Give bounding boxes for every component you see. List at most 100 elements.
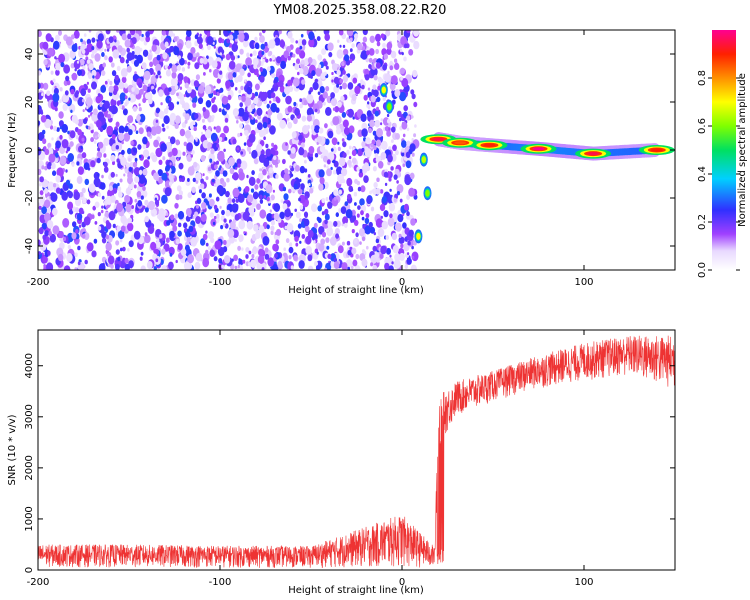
noise-speck [334,106,340,113]
noise-speck [81,98,85,103]
noise-speck [317,135,322,143]
noise-speck [299,103,303,109]
noise-speck [297,71,300,76]
noise-speck [264,247,269,253]
noise-speck [366,196,372,205]
noise-speck [347,73,351,78]
noise-speck [411,152,415,157]
noise-speck [400,36,407,46]
noise-speck [190,237,198,247]
noise-speck [216,91,220,97]
noise-speck [202,233,208,241]
noise-speck [239,132,243,137]
noise-speck [405,160,412,169]
noise-speck [248,151,252,155]
noise-speck [337,101,342,108]
noise-speck [414,124,417,128]
noise-speck [116,202,124,213]
noise-speck [386,247,391,255]
noise-speck [155,119,159,124]
noise-speck [55,62,61,71]
noise-speck [272,243,278,252]
noise-speck [52,225,60,235]
noise-speck [171,71,177,79]
noise-speck [326,226,334,237]
noise-speck [240,85,244,91]
noise-speck [232,138,237,145]
noise-speck [215,170,220,177]
noise-speck [364,148,372,158]
noise-speck [133,167,141,176]
noise-speck [62,103,68,112]
noise-speck [376,96,381,103]
noise-speck [293,254,298,262]
noise-speck [201,118,205,123]
noise-speck [373,89,379,98]
noise-speck [287,31,293,39]
noise-speck [175,259,178,264]
noise-speck [166,125,169,130]
noise-speck [324,33,331,41]
noise-speck [176,101,180,105]
noise-speck [207,166,212,172]
noise-speck [42,41,49,50]
noise-speck [236,158,242,166]
noise-speck [81,137,85,142]
noise-speck [178,222,182,228]
noise-speck [395,133,400,140]
noise-speck [347,159,352,166]
noise-speck [247,194,254,203]
noise-speck [68,183,73,190]
noise-speck [363,162,369,170]
noise-speck [118,81,125,90]
noise-speck [361,45,366,51]
noise-speck [285,142,288,146]
noise-speck [409,143,416,152]
noise-speck [391,126,396,133]
noise-speck [318,64,322,69]
noise-speck [282,186,287,192]
noise-speck [110,154,116,162]
noise-speck [145,31,150,38]
noise-speck [324,219,328,225]
noise-speck [285,95,292,105]
noise-speck [295,40,299,44]
noise-speck [394,193,399,200]
noise-speck [216,160,219,165]
noise-speck [351,229,355,234]
noise-speck [389,254,392,258]
noise-speck [50,80,54,85]
noise-speck [70,88,75,95]
noise-speck [38,82,41,90]
noise-speck [232,187,240,198]
noise-speck [329,236,337,246]
noise-speck [260,91,267,102]
noise-speck [272,97,276,102]
noise-speck [165,141,172,151]
noise-speck [210,148,215,155]
noise-speck [380,33,385,39]
noise-speck [370,95,376,103]
noise-speck [90,137,94,143]
noise-speck [196,197,202,204]
noise-speck [44,212,51,222]
noise-speck [348,145,352,150]
noise-speck [408,187,415,197]
noise-speck [400,243,404,249]
noise-speck [249,210,255,217]
noise-speck [222,181,227,188]
noise-speck [44,148,50,156]
noise-speck [288,242,293,248]
noise-speck [86,242,94,252]
noise-speck [262,58,266,63]
noise-speck [340,206,347,215]
noise-speck [270,87,275,93]
noise-speck [119,56,125,64]
noise-speck [330,92,335,99]
noise-speck [117,182,120,187]
noise-speck [166,105,169,110]
noise-speck [384,262,390,270]
noise-speck [324,213,330,221]
noise-speck [273,203,281,212]
noise-speck [144,215,149,223]
